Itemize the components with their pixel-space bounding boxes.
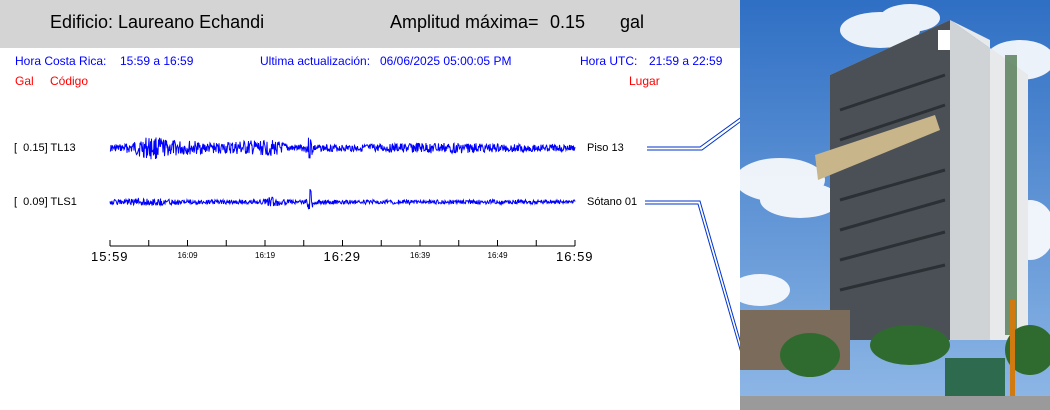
time-tick-label: 16:39 bbox=[410, 251, 431, 260]
local-time-range: 15:59 a 16:59 bbox=[120, 54, 194, 68]
seismic-trace-tls1 bbox=[109, 189, 576, 210]
channel-2-code: TLS1 bbox=[50, 196, 77, 208]
building-title: Edificio: Laureano Echandi bbox=[50, 12, 265, 32]
channel-row-1-label: [ 0.15] TL13 bbox=[14, 142, 76, 154]
clouds bbox=[740, 4, 1050, 306]
time-tick-label: 16:49 bbox=[487, 251, 508, 260]
building-photo bbox=[740, 0, 1050, 410]
leader-line-piso13 bbox=[647, 117, 740, 148]
leader-line-piso13-2 bbox=[647, 121, 740, 151]
amplitude-value: 0.15 bbox=[550, 12, 586, 32]
update-value: 06/06/2025 05:00:05 PM bbox=[380, 54, 512, 68]
building bbox=[815, 20, 1028, 340]
channel-row-2-label: [ 0.09] TLS1 bbox=[14, 196, 77, 208]
local-time-label: Hora Costa Rica: bbox=[15, 54, 107, 68]
utc-range: 21:59 a 22:59 bbox=[649, 54, 723, 68]
channel-2-place: Sótano 01 bbox=[587, 196, 638, 208]
utc-label: Hora UTC: bbox=[580, 54, 638, 68]
time-tick-label: 16:09 bbox=[177, 251, 198, 260]
time-tick-label: 15:59 bbox=[91, 249, 129, 264]
channel-2-amplitude: 0.09 bbox=[23, 196, 45, 208]
column-gal: Gal bbox=[15, 74, 34, 88]
kiosk bbox=[945, 358, 1005, 396]
traffic-pole bbox=[1010, 300, 1015, 400]
leader-line-sotano01 bbox=[645, 200, 740, 343]
time-tick-label: 16:29 bbox=[323, 249, 362, 264]
trees bbox=[780, 325, 1050, 377]
time-tick-label: 16:19 bbox=[255, 251, 276, 260]
channel-1-place: Piso 13 bbox=[587, 142, 624, 154]
time-tick-label: 16:59 bbox=[556, 249, 594, 264]
channel-1-amplitude: 0.15 bbox=[23, 142, 45, 154]
amplitude-unit: gal bbox=[620, 12, 645, 32]
column-place: Lugar bbox=[629, 74, 660, 88]
leader-line-sotano01-2 bbox=[645, 203, 740, 352]
update-label: Ultima actualización: bbox=[260, 54, 371, 68]
street bbox=[740, 396, 1050, 410]
header-bar bbox=[0, 0, 740, 48]
amplitude-label: Amplitud máxima= bbox=[390, 12, 539, 32]
channel-1-code: TL13 bbox=[50, 142, 76, 154]
time-axis bbox=[109, 240, 576, 247]
seismic-trace-tl13 bbox=[109, 137, 576, 160]
column-code: Código bbox=[50, 74, 89, 88]
seismogram-canvas bbox=[109, 117, 740, 352]
